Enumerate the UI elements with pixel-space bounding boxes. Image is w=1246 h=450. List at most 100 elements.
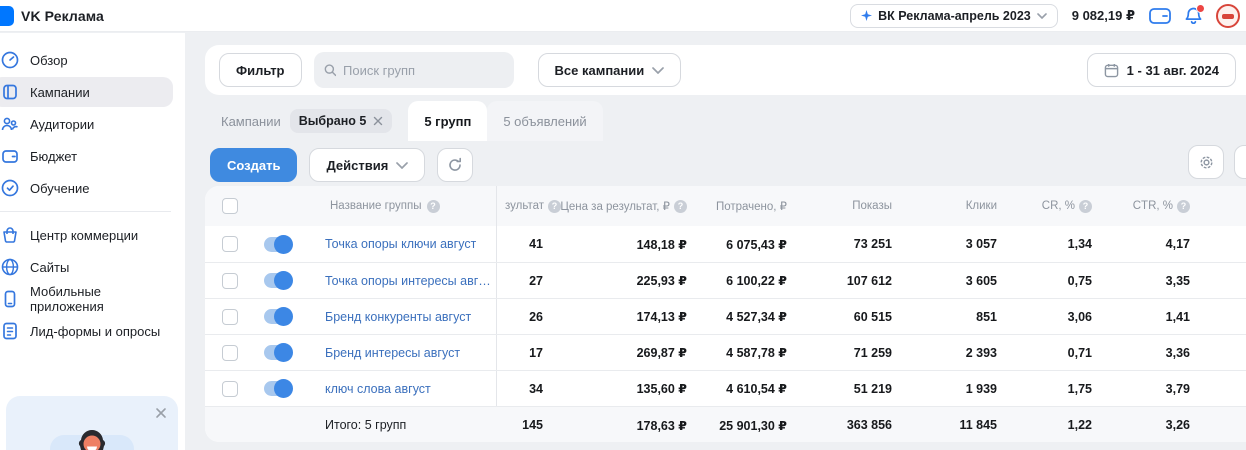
total-clicks: 11 845 [959, 418, 997, 432]
tab-campaigns[interactable]: Кампании Выбрано 5 [205, 101, 408, 141]
column-header-impressions[interactable]: Показы [852, 200, 892, 212]
row-checkbox[interactable] [222, 344, 238, 361]
cell-clicks: 1 939 [965, 381, 997, 396]
filter-button[interactable]: Фильтр [219, 53, 302, 87]
cell-impressions: 51 219 [853, 381, 892, 396]
column-header-name[interactable]: Название группы [305, 186, 497, 226]
clear-selection-icon[interactable] [373, 116, 383, 126]
table-total-row: Итого: 5 групп 145 178,63 ₽ 25 901,30 ₽ … [205, 406, 1246, 442]
group-name-link[interactable]: Точка опоры интересы август [325, 273, 496, 288]
table-row: Точка опоры интересы август 27 225,93 ₽ … [205, 262, 1246, 298]
date-range-picker[interactable]: 1 - 31 авг. 2024 [1086, 53, 1236, 87]
search-input[interactable] [343, 62, 504, 78]
sidebar-item-budget[interactable]: Бюджет [0, 141, 173, 171]
chevron-down-icon [652, 66, 665, 74]
help-icon[interactable] [1079, 199, 1092, 213]
balance: 9 082,19 ₽ [1071, 7, 1135, 23]
vk-logo-icon [0, 5, 14, 26]
group-name-link[interactable]: ключ слова август [325, 381, 431, 396]
refresh-button[interactable] [437, 148, 474, 182]
column-header-ctr[interactable]: CTR, % [1102, 199, 1200, 213]
create-button[interactable]: Создать [210, 148, 298, 182]
wallet-icon[interactable] [1149, 7, 1171, 24]
row-toggle[interactable] [264, 343, 293, 362]
group-name-link[interactable]: Точка опоры ключи август [325, 237, 477, 251]
total-label: Итого: 5 групп [325, 418, 407, 432]
total-cr: 1,22 [1067, 418, 1092, 432]
selected-badge-label: Выбрано 5 [298, 114, 367, 128]
row-toggle[interactable] [264, 307, 293, 326]
promo-close-icon[interactable] [154, 406, 168, 420]
cell-spent: 4 587,78 ₽ [726, 346, 787, 360]
account-switcher[interactable]: ВК Реклама-апрель 2023 [850, 3, 1058, 28]
search-icon [324, 64, 336, 77]
bell-icon[interactable] [1185, 3, 1205, 25]
tab-ads[interactable]: 5 объявлений [487, 101, 603, 141]
cell-ctr: 3,36 [1165, 345, 1190, 360]
cell-cpr: 269,87 ₽ [636, 346, 687, 360]
row-checkbox[interactable] [222, 236, 238, 252]
sidebar-item-education[interactable]: Обучение [0, 173, 173, 203]
row-toggle[interactable] [264, 234, 293, 254]
select-all-checkbox[interactable] [222, 198, 238, 214]
sidebar: Обзор Кампании Аудитории Бюджет Обучение… [0, 33, 185, 450]
column-header-cpr[interactable]: Цена за результат, ₽ [560, 199, 697, 213]
sidebar-item-label: Сайты [30, 259, 70, 275]
overview-icon [0, 50, 20, 70]
search-field[interactable] [313, 52, 514, 88]
column-header-clicks[interactable]: Клики [965, 200, 997, 212]
tab-label: 5 объявлений [503, 113, 587, 129]
row-toggle[interactable] [264, 379, 293, 398]
row-checkbox[interactable] [222, 272, 238, 289]
sidebar-item-label: Бюджет [30, 148, 78, 164]
help-icon[interactable] [548, 199, 561, 213]
export-button[interactable] [1234, 145, 1246, 179]
sites-icon [0, 257, 20, 277]
group-name-link[interactable]: Бренд конкуренты август [325, 309, 472, 324]
brand-name: VK Реклама [21, 7, 104, 24]
sidebar-item-sites[interactable]: Сайты [0, 252, 173, 282]
sidebar-item-label: Аудитории [30, 116, 95, 132]
promo-illustration [32, 427, 152, 450]
tab-label: Кампании [221, 113, 281, 129]
row-checkbox[interactable] [222, 308, 238, 325]
cell-clicks: 3 057 [965, 237, 997, 251]
help-icon[interactable] [674, 199, 687, 213]
column-header-spent[interactable]: Потрачено, ₽ [715, 201, 787, 213]
avatar[interactable] [1216, 3, 1240, 28]
sidebar-item-campaigns[interactable]: Кампании [0, 77, 173, 107]
campaign-select[interactable]: Все кампании [537, 53, 682, 87]
selected-badge: Выбрано 5 [289, 109, 393, 133]
groups-table: Название группы зультат Цена за результа… [205, 186, 1246, 442]
table-settings-button[interactable] [1188, 145, 1224, 179]
education-icon [0, 178, 20, 198]
date-range-label: 1 - 31 авг. 2024 [1126, 62, 1219, 78]
lead-forms-icon [0, 321, 20, 341]
cell-ctr: 1,41 [1165, 309, 1190, 324]
help-icon[interactable] [426, 199, 440, 213]
row-toggle[interactable] [264, 271, 293, 290]
sidebar-item-overview[interactable]: Обзор [0, 45, 173, 75]
sidebar-divider [0, 211, 171, 212]
sidebar-item-commerce[interactable]: Центр коммерции [0, 220, 173, 250]
sidebar-item-audiences[interactable]: Аудитории [0, 109, 173, 139]
cell-cr: 3,06 [1067, 309, 1092, 324]
cell-result: 34 [529, 381, 543, 396]
cell-impressions: 73 251 [853, 237, 892, 251]
tab-label: 5 групп [424, 113, 472, 129]
tab-groups[interactable]: 5 групп [408, 101, 488, 141]
cell-cpr: 148,18 ₽ [636, 237, 687, 252]
column-header-cr[interactable]: CR, % [1007, 199, 1102, 213]
table-body: Точка опоры ключи август 41 148,18 ₽ 6 0… [205, 226, 1246, 406]
row-checkbox[interactable] [222, 380, 238, 397]
total-ctr: 3,26 [1165, 418, 1190, 432]
sidebar-item-lead-forms[interactable]: Лид-формы и опросы [0, 316, 173, 346]
cell-result: 27 [529, 273, 543, 288]
help-icon[interactable] [1177, 199, 1190, 213]
actions-menu-button[interactable]: Действия [309, 148, 426, 182]
sidebar-item-mobile-apps[interactable]: Мобильные приложения [0, 284, 173, 314]
cell-cr: 0,71 [1067, 345, 1092, 360]
group-name-link[interactable]: Бренд интересы август [325, 345, 461, 360]
column-header-result[interactable]: зультат [497, 199, 567, 213]
cell-cpr: 135,60 ₽ [636, 382, 687, 396]
